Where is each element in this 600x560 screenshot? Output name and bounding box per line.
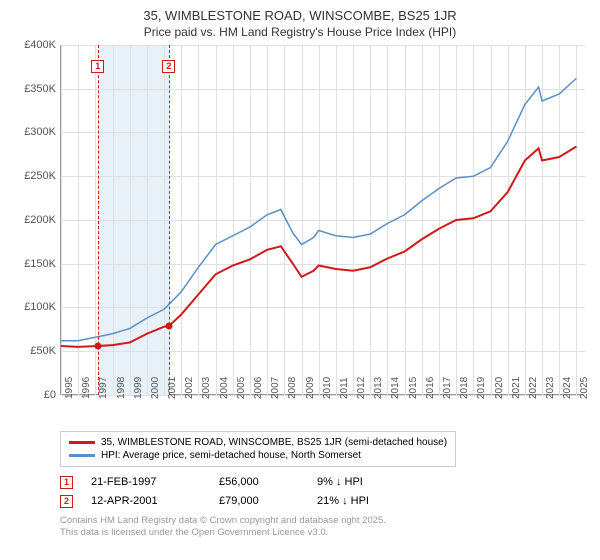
footer-attribution: Contains HM Land Registry data © Crown c…: [60, 515, 588, 540]
sale-badge-2: 2: [60, 495, 73, 508]
legend-label-hpi: HPI: Average price, semi-detached house,…: [101, 450, 361, 461]
x-tick-label: 1995: [64, 377, 75, 399]
sale-date: 12-APR-2001: [91, 495, 201, 507]
x-tick-label: 2011: [339, 377, 350, 399]
x-tick-label: 2008: [287, 377, 298, 399]
sale-marker-line: [169, 45, 170, 395]
sale-delta: 9% ↓ HPI: [317, 476, 363, 488]
x-tick-label: 2021: [511, 377, 522, 399]
y-tick-label: £50K: [30, 345, 56, 357]
y-tick-label: £100K: [24, 301, 56, 313]
x-tick-label: 2024: [562, 377, 573, 399]
x-tick-label: 2017: [442, 377, 453, 399]
sale-row-1: 1 21-FEB-1997 £56,000 9% ↓ HPI: [60, 473, 588, 492]
x-tick-label: 2019: [476, 377, 487, 399]
y-tick-label: £0: [44, 389, 56, 401]
plot-region: 12: [60, 45, 584, 395]
series-legend: 35, WIMBLESTONE ROAD, WINSCOMBE, BS25 1J…: [60, 431, 456, 467]
legend-row-property: 35, WIMBLESTONE ROAD, WINSCOMBE, BS25 1J…: [69, 436, 447, 449]
sale-dot-1: [94, 342, 101, 349]
x-tick-label: 2010: [322, 377, 333, 399]
x-tick-label: 2013: [373, 377, 384, 399]
legend-row-hpi: HPI: Average price, semi-detached house,…: [69, 449, 447, 462]
chart-title: 35, WIMBLESTONE ROAD, WINSCOMBE, BS25 1J…: [12, 8, 588, 25]
x-tick-label: 2020: [494, 377, 505, 399]
sale-dot-2: [165, 322, 172, 329]
x-tick-label: 2002: [184, 377, 195, 399]
x-tick-label: 1997: [98, 377, 109, 399]
y-tick-label: £350K: [24, 83, 56, 95]
y-tick-label: £150K: [24, 258, 56, 270]
x-tick-label: 2005: [236, 377, 247, 399]
sale-marker-1: 1: [91, 60, 104, 73]
x-tick-label: 2012: [356, 377, 367, 399]
swatch-property: [69, 441, 95, 444]
x-tick-label: 1999: [133, 377, 144, 399]
x-tick-label: 2018: [459, 377, 470, 399]
sale-delta: 21% ↓ HPI: [317, 495, 369, 507]
x-tick-label: 2004: [219, 377, 230, 399]
swatch-hpi: [69, 454, 95, 457]
x-tick-label: 1998: [116, 377, 127, 399]
y-tick-label: £400K: [24, 39, 56, 51]
sale-row-2: 2 12-APR-2001 £79,000 21% ↓ HPI: [60, 492, 588, 511]
sale-date: 21-FEB-1997: [91, 476, 201, 488]
sale-badge-1: 1: [60, 476, 73, 489]
sale-price: £79,000: [219, 495, 299, 507]
x-tick-label: 2009: [305, 377, 316, 399]
chart-area: 12 £0£50K£100K£150K£200K£250K£300K£350K£…: [20, 45, 584, 425]
x-tick-label: 2016: [425, 377, 436, 399]
x-tick-label: 2003: [201, 377, 212, 399]
x-tick-label: 2023: [545, 377, 556, 399]
y-tick-label: £200K: [24, 214, 56, 226]
y-tick-label: £250K: [24, 170, 56, 182]
x-tick-label: 1996: [81, 377, 92, 399]
line-plot: [61, 45, 585, 395]
legend-label-property: 35, WIMBLESTONE ROAD, WINSCOMBE, BS25 1J…: [101, 437, 447, 448]
chart-subtitle: Price paid vs. HM Land Registry's House …: [12, 25, 588, 39]
sale-price: £56,000: [219, 476, 299, 488]
x-tick-label: 2014: [390, 377, 401, 399]
x-tick-label: 2015: [408, 377, 419, 399]
x-tick-label: 2000: [150, 377, 161, 399]
x-tick-label: 2006: [253, 377, 264, 399]
sales-legend: 1 21-FEB-1997 £56,000 9% ↓ HPI 2 12-APR-…: [60, 473, 588, 511]
x-tick-label: 2022: [528, 377, 539, 399]
sale-marker-2: 2: [162, 60, 175, 73]
x-tick-label: 2001: [167, 377, 178, 399]
x-tick-label: 2007: [270, 377, 281, 399]
x-tick-label: 2025: [579, 377, 590, 399]
y-tick-label: £300K: [24, 126, 56, 138]
